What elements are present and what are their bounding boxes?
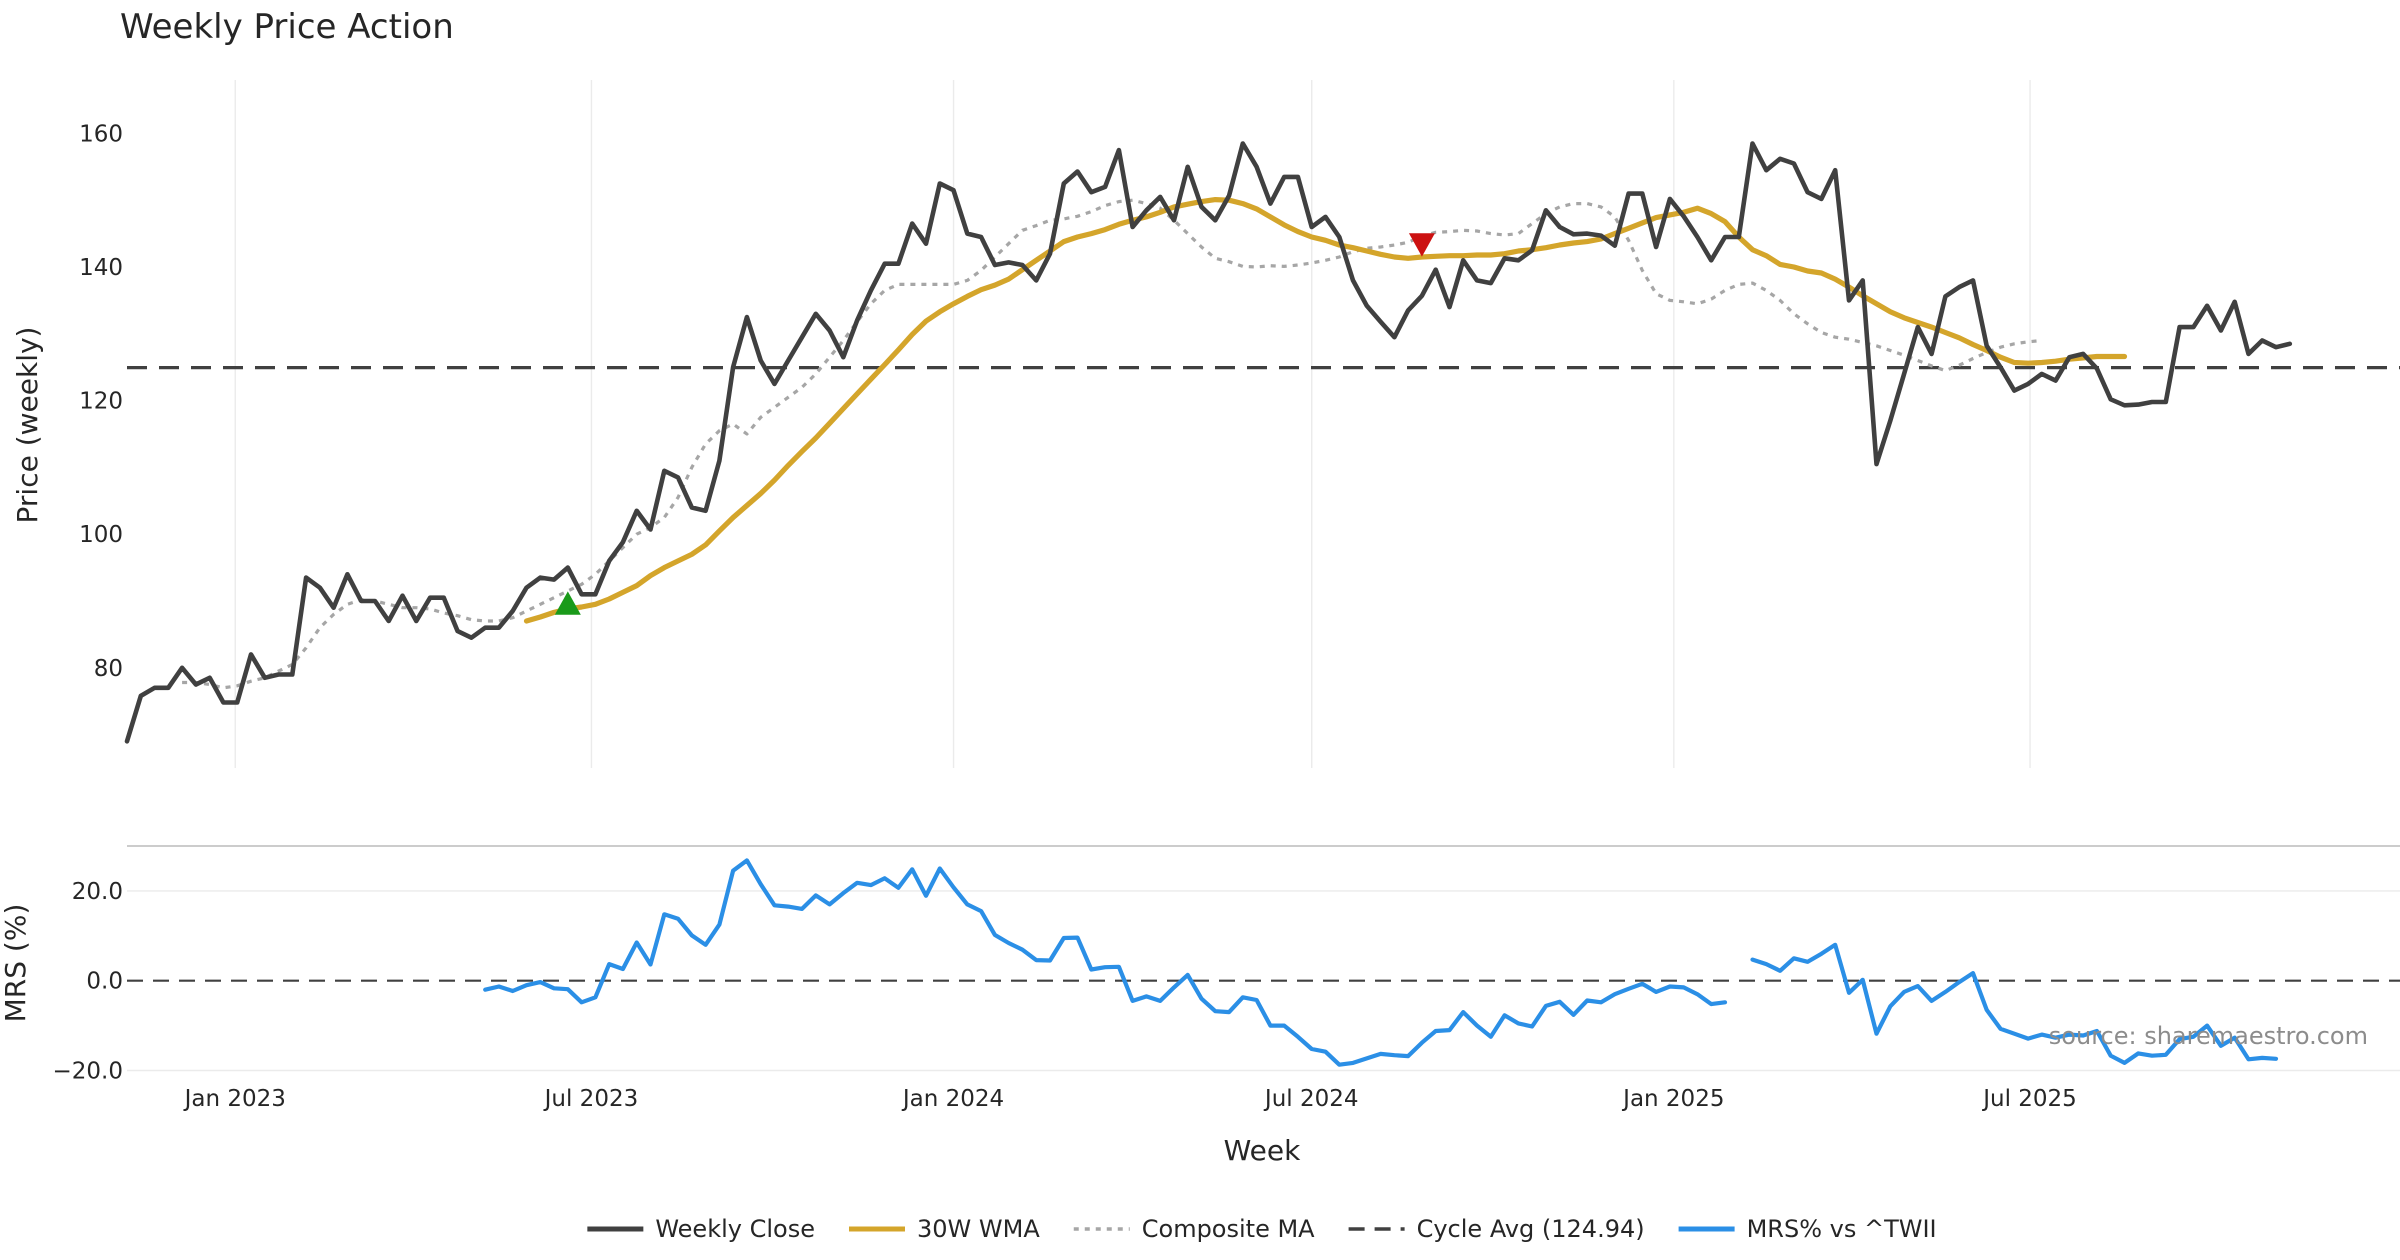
legend-label: Cycle Avg (124.94) [1417,1215,1645,1243]
legend-label: MRS% vs ^TWII [1747,1215,1937,1243]
price-y-axis-label: Price (weekly) [11,327,44,524]
price-series [124,141,2400,744]
x-axis-label: Week [1224,1134,1301,1167]
buy-signal-marker [554,591,581,615]
price-y-tick-label: 100 [79,522,123,548]
chart-title: Weekly Price Action [120,7,454,47]
price-y-tick-labels: 80 100 120 140 160 [79,121,123,681]
price-gridlines [234,80,2031,768]
price-panel: 80 100 120 140 160 Price (weekly) [11,80,2400,768]
series-line-mrs-segment-2 [1750,942,2279,1066]
mrs-y-tick-label: 0.0 [86,969,123,995]
series-line-composite-ma [182,198,2042,690]
price-y-tick-label: 140 [79,255,123,281]
series-line-weekly-close [124,141,2293,744]
mrs-series [483,858,2279,1067]
x-tick-label: Jul 2025 [1981,1086,2077,1112]
mrs-gridlines [127,845,2400,1072]
price-y-tick-label: 160 [79,121,123,147]
legend-label: Composite MA [1142,1215,1315,1243]
x-tick-label: Jan 2025 [1621,1086,1724,1112]
mrs-y-tick-labels: 20.0 0.0 −20.0 [53,879,123,1085]
legend-label: Weekly Close [655,1215,815,1243]
x-tick-label: Jul 2023 [543,1086,639,1112]
price-y-tick-label: 120 [79,389,123,415]
mrs-y-tick-label: 20.0 [72,879,123,905]
x-tick-label: Jan 2023 [183,1086,286,1112]
series-line-30w-wma [523,197,2128,624]
series-line-mrs-segment-1 [483,858,1728,1067]
price-y-tick-label: 80 [94,656,123,682]
x-tick-labels: Jan 2023 Jul 2023 Jan 2024 Jul 2024 Jan 2025… [183,1086,2077,1112]
legend: Weekly Close 30W WMA Composite MA Cycle Avg… [587,1215,1937,1243]
sell-signal-marker [1408,233,1435,257]
mrs-panel: 20.0 0.0 −20.0 MRS (%) source: sharemaestr… [0,845,2400,1085]
mrs-y-tick-label: −20.0 [53,1059,123,1085]
x-tick-label: Jan 2024 [901,1086,1004,1112]
legend-label: 30W WMA [917,1215,1040,1243]
source-label: source: sharemaestro.com [2049,1022,2368,1050]
mrs-y-axis-label: MRS (%) [0,904,32,1023]
x-tick-label: Jul 2024 [1263,1086,1359,1112]
signal-markers [554,233,1435,615]
